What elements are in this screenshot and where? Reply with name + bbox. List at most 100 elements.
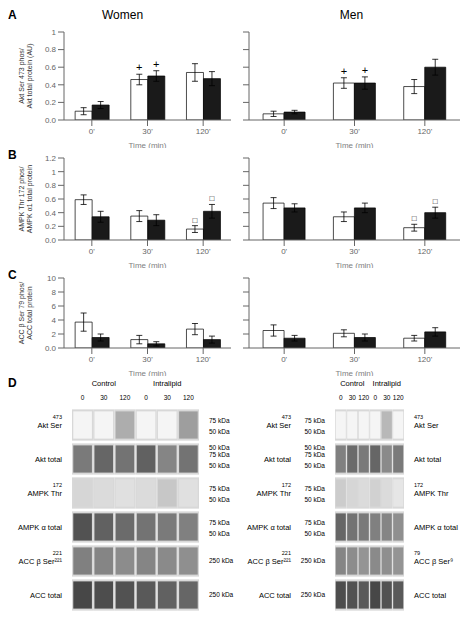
svg-text:Intralipid: Intralipid — [153, 379, 181, 388]
svg-text:AMPK α total: AMPK α total — [247, 523, 291, 532]
svg-text:30': 30' — [349, 127, 360, 136]
svg-text:50 kDa: 50 kDa — [209, 530, 230, 537]
svg-text:AMPK α total: AMPK α total — [414, 523, 458, 532]
svg-text:120': 120' — [417, 247, 432, 256]
svg-text:□: □ — [412, 214, 417, 223]
svg-text:473: 473 — [414, 414, 423, 420]
svg-text:120': 120' — [196, 247, 211, 256]
svg-text:ACC β Ser 79 phos/ACC total pr: ACC β Ser 79 phos/ACC total protein — [18, 282, 34, 344]
svg-text:0': 0' — [281, 127, 287, 136]
svg-text:0.4: 0.4 — [45, 209, 57, 218]
svg-text:50 kDa: 50 kDa — [209, 428, 230, 435]
svg-text:Time (min): Time (min) — [129, 141, 167, 148]
svg-text:120: 120 — [183, 394, 194, 401]
svg-text:0.2: 0.2 — [45, 98, 57, 107]
svg-text:ACC total: ACC total — [414, 591, 446, 600]
svg-text:□: □ — [210, 194, 215, 203]
svg-text:Akt Ser 473 phos/Akt total pro: Akt Ser 473 phos/Akt total protein (AU) — [18, 44, 34, 109]
svg-text:0.6: 0.6 — [45, 63, 57, 72]
svg-text:120': 120' — [417, 355, 432, 364]
svg-text:120: 120 — [358, 394, 369, 401]
svg-text:30: 30 — [100, 394, 108, 401]
svg-text:ACC total: ACC total — [259, 591, 291, 600]
svg-text:0': 0' — [89, 355, 95, 364]
svg-text:Akt total: Akt total — [414, 455, 441, 464]
svg-text:172: 172 — [414, 482, 423, 488]
svg-text:30: 30 — [383, 394, 391, 401]
svg-text:1.2: 1.2 — [45, 154, 57, 163]
svg-text:Intralipid: Intralipid — [373, 379, 401, 388]
svg-text:AMPK Thr: AMPK Thr — [257, 489, 292, 498]
svg-text:473: 473 — [53, 414, 62, 420]
svg-text:4: 4 — [52, 316, 57, 325]
svg-text:AMPK α total: AMPK α total — [18, 523, 62, 532]
svg-text:0.0: 0.0 — [45, 344, 57, 353]
svg-text:10: 10 — [47, 274, 56, 283]
svg-text:1: 1 — [52, 28, 57, 37]
svg-text:+: + — [362, 64, 368, 76]
svg-text:8: 8 — [52, 288, 57, 297]
svg-text:AMPK Thr: AMPK Thr — [28, 489, 63, 498]
svg-text:0.4: 0.4 — [45, 81, 57, 90]
svg-text:50 kDa: 50 kDa — [304, 428, 325, 435]
svg-text:473: 473 — [282, 414, 291, 420]
svg-text:50 kDa: 50 kDa — [304, 462, 325, 469]
svg-text:172: 172 — [53, 482, 62, 488]
svg-text:Time (min): Time (min) — [336, 369, 374, 376]
svg-text:0': 0' — [89, 127, 95, 136]
svg-text:0: 0 — [339, 394, 343, 401]
svg-text:75 kDa: 75 kDa — [209, 451, 230, 458]
svg-text:+: + — [341, 65, 347, 77]
svg-text:AMPK Thr 172 phos/AMPK α1 tota: AMPK Thr 172 phos/AMPK α1 total protein — [18, 165, 34, 233]
svg-text:ACC β Ser⁹: ACC β Ser⁹ — [414, 557, 453, 566]
svg-text:+: + — [153, 58, 159, 70]
svg-text:0.0: 0.0 — [45, 116, 57, 125]
svg-text:250 kDa: 250 kDa — [209, 591, 234, 598]
svg-text:250 kDa: 250 kDa — [301, 591, 326, 598]
svg-text:0: 0 — [144, 394, 148, 401]
svg-text:120': 120' — [417, 127, 432, 136]
svg-text:221: 221 — [282, 550, 291, 556]
svg-text:120': 120' — [196, 127, 211, 136]
svg-text:75 kDa: 75 kDa — [304, 451, 325, 458]
svg-text:Akt total: Akt total — [264, 455, 291, 464]
svg-text:30': 30' — [142, 247, 153, 256]
svg-text:0': 0' — [281, 355, 287, 364]
svg-text:+: + — [136, 61, 142, 73]
svg-text:□: □ — [193, 216, 198, 225]
svg-text:Time (min): Time (min) — [129, 369, 167, 376]
svg-text:0.8: 0.8 — [45, 181, 57, 190]
svg-text:50 kDa: 50 kDa — [304, 530, 325, 537]
svg-text:50 kDa: 50 kDa — [304, 444, 325, 451]
svg-text:Time (min): Time (min) — [129, 261, 167, 268]
svg-text:AMPK Thr: AMPK Thr — [414, 489, 449, 498]
svg-text:120': 120' — [196, 355, 211, 364]
svg-text:75 kDa: 75 kDa — [304, 485, 325, 492]
svg-text:0.0: 0.0 — [45, 236, 57, 245]
svg-text:120: 120 — [393, 394, 404, 401]
svg-text:250 kDa: 250 kDa — [301, 557, 326, 564]
svg-text:Akt Ser: Akt Ser — [37, 421, 62, 430]
svg-text:0: 0 — [373, 394, 377, 401]
svg-text:0: 0 — [81, 394, 85, 401]
svg-text:Control: Control — [340, 379, 365, 388]
svg-text:75 kDa: 75 kDa — [209, 485, 230, 492]
svg-text:50 kDa: 50 kDa — [209, 496, 230, 503]
svg-text:30: 30 — [164, 394, 172, 401]
svg-text:75 kDa: 75 kDa — [209, 417, 230, 424]
svg-text:2: 2 — [52, 330, 57, 339]
svg-text:30': 30' — [349, 247, 360, 256]
svg-text:ACC β Ser²²¹: ACC β Ser²²¹ — [248, 557, 292, 566]
svg-text:0': 0' — [281, 247, 287, 256]
svg-text:6: 6 — [52, 302, 57, 311]
svg-text:□: □ — [433, 197, 438, 206]
svg-text:30': 30' — [349, 355, 360, 364]
svg-text:172: 172 — [282, 482, 291, 488]
svg-text:Akt Ser: Akt Ser — [414, 421, 439, 430]
svg-text:50 kDa: 50 kDa — [304, 496, 325, 503]
svg-text:0.2: 0.2 — [45, 222, 57, 231]
svg-text:Control: Control — [92, 379, 117, 388]
svg-text:75 kDa: 75 kDa — [304, 519, 325, 526]
svg-text:50 kDa: 50 kDa — [209, 462, 230, 469]
svg-text:79: 79 — [414, 550, 420, 556]
